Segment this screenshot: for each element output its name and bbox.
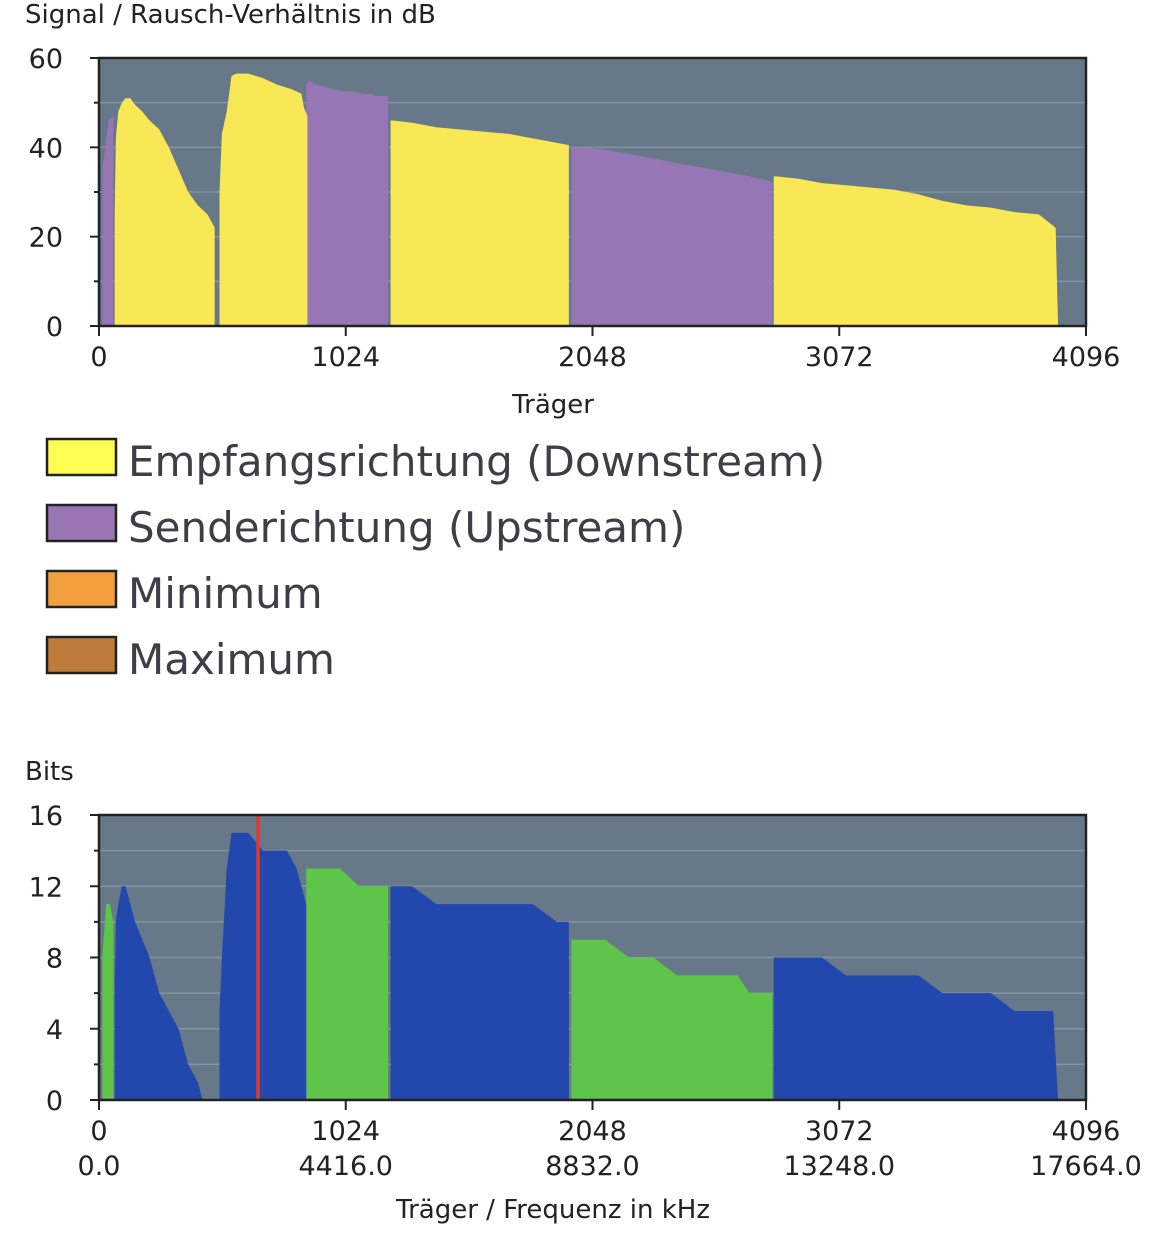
legend-label: Maximum xyxy=(128,635,335,684)
y-tick-label: 12 xyxy=(29,872,63,903)
downstream-area-3 xyxy=(773,176,1059,326)
downstream-area-0 xyxy=(114,98,215,326)
upstream-area-0 xyxy=(102,904,114,1100)
x-tick-label: 3072 xyxy=(805,342,874,373)
y-tick-label: 0 xyxy=(46,1086,63,1117)
x-tick-label: 0 xyxy=(90,342,107,373)
bits-axes: 0 4 8 12 16 0 1024 2048 3072 4096 0.0 4416.0 8832.0 1… xyxy=(29,801,1142,1182)
upstream-area-2 xyxy=(571,147,773,326)
legend-swatch xyxy=(45,437,118,477)
y-tick-label: 8 xyxy=(46,944,63,975)
x-tick-label-secondary: 4416.0 xyxy=(299,1151,393,1182)
snr-chart: Signal / Rausch-Verhältnis in dB 0 20 40 60… xyxy=(25,0,1120,420)
x-tick-label: 0 xyxy=(90,1116,107,1147)
x-tick-label: 2048 xyxy=(558,342,627,373)
downstream-area-2 xyxy=(390,120,569,327)
x-tick-label: 4096 xyxy=(1052,1116,1121,1147)
snr-axes: 0 20 40 60 0 1024 2048 3072 4096 xyxy=(29,44,1121,373)
bits-x-axis-title: Träger / Frequenz in kHz xyxy=(395,1195,710,1225)
snr-x-axis-title: Träger xyxy=(511,390,594,420)
downstream-area-3 xyxy=(773,957,1059,1100)
y-tick-label: 20 xyxy=(29,223,63,254)
snr-areas xyxy=(102,73,1059,327)
downstream-area-1 xyxy=(219,832,307,1100)
x-tick-label: 3072 xyxy=(805,1116,874,1147)
y-tick-label: 60 xyxy=(29,44,63,75)
legend-swatch xyxy=(45,503,118,543)
bits-chart: Bits 0 4 8 12 16 0 1024 2048 3072 4096 0.0 4416.0 88… xyxy=(25,757,1142,1225)
legend: Empfangsrichtung (Downstream) Senderichtu… xyxy=(45,437,825,684)
legend-label: Empfangsrichtung (Downstream) xyxy=(128,437,825,486)
upstream-area-1 xyxy=(306,80,389,326)
legend-label: Minimum xyxy=(128,569,323,618)
downstream-area-2 xyxy=(390,886,569,1100)
upstream-area-0 xyxy=(102,116,114,326)
legend-label: Senderichtung (Upstream) xyxy=(128,503,685,552)
downstream-area-1 xyxy=(219,73,308,326)
x-tick-label-secondary: 0.0 xyxy=(78,1151,121,1182)
upstream-area-2 xyxy=(571,939,773,1100)
x-tick-label-secondary: 8832.0 xyxy=(545,1151,639,1182)
legend-swatch xyxy=(45,569,118,609)
bits-y-axis-title: Bits xyxy=(25,757,74,787)
y-tick-label: 4 xyxy=(46,1015,63,1046)
x-tick-label: 4096 xyxy=(1052,342,1121,373)
x-tick-label: 1024 xyxy=(311,1116,380,1147)
x-tick-label: 1024 xyxy=(311,342,380,373)
x-tick-label: 2048 xyxy=(558,1116,627,1147)
bits-areas xyxy=(102,832,1059,1100)
downstream-area-0 xyxy=(114,886,203,1100)
upstream-area-1 xyxy=(306,868,389,1100)
y-tick-label: 40 xyxy=(29,133,63,164)
snr-y-axis-title: Signal / Rausch-Verhältnis in dB xyxy=(25,0,436,30)
legend-swatch xyxy=(45,635,118,675)
y-tick-label: 0 xyxy=(46,312,63,343)
x-tick-label-secondary: 13248.0 xyxy=(783,1151,895,1182)
y-tick-label: 16 xyxy=(29,801,63,832)
x-tick-label-secondary: 17664.0 xyxy=(1030,1151,1142,1182)
